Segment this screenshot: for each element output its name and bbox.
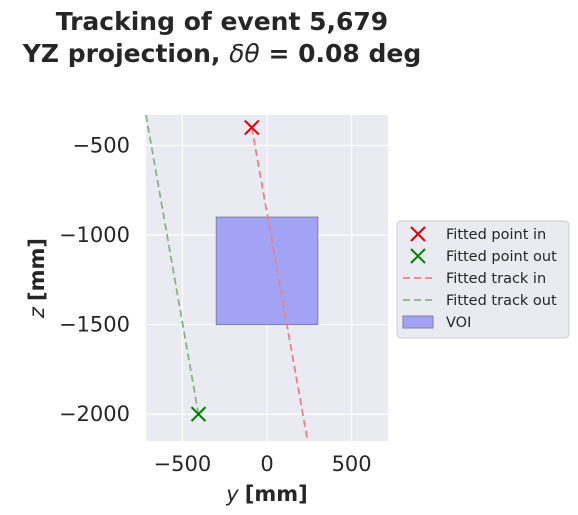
legend-label: Fitted point out <box>446 249 557 265</box>
fitted-track-in-line <box>250 127 309 442</box>
fitted-point-out-marker <box>190 406 207 422</box>
legend-patch <box>402 315 434 329</box>
chart-title-line2: YZ projection, δθ = 0.08 deg <box>22 39 421 68</box>
fitted-point-in-marker <box>244 119 260 136</box>
tick-labels: −500 0 500 −500 −1000 −1500 −2000 <box>59 133 372 476</box>
title-symbol: δθ <box>229 39 260 68</box>
legend-label: Fitted track in <box>446 271 546 287</box>
x-axis-unit: [mm] <box>245 482 308 506</box>
y-axis-var: z <box>25 306 49 319</box>
y-tick-label: −1500 <box>59 313 130 337</box>
fitted-track-out-line <box>145 114 200 415</box>
chart-title-line1: Tracking of event 5,679 <box>56 7 388 36</box>
y-tick-label: −2000 <box>59 402 130 426</box>
legend-label: VOI <box>446 315 471 331</box>
legend-label: Fitted point in <box>446 227 546 243</box>
x-axis-label: y [mm] <box>225 482 307 506</box>
legend-item: Fitted point in <box>410 226 546 243</box>
x-axis-var: y <box>225 482 239 506</box>
y-tick-label: −500 <box>72 133 130 157</box>
x-tick-label: 500 <box>332 452 372 476</box>
data-layer <box>145 114 319 442</box>
legend-label: Fitted track out <box>446 293 557 309</box>
title-prefix: YZ projection, <box>22 39 229 68</box>
voi-rect <box>215 216 319 326</box>
y-tick-label: −1000 <box>59 223 130 247</box>
x-tick-label: −500 <box>154 452 212 476</box>
legend-box <box>396 220 570 339</box>
legend-item: VOI <box>402 315 471 331</box>
legend-item: Fitted track in <box>403 271 546 287</box>
x-tick-label: 0 <box>260 452 273 476</box>
legend: Fitted point in Fitted point out Fitted tr… <box>396 220 570 339</box>
y-axis-unit: [mm] <box>25 238 49 301</box>
title-suffix: = 0.08 deg <box>260 39 422 68</box>
y-axis-label: z [mm] <box>25 238 49 319</box>
legend-item: Fitted track out <box>403 293 557 309</box>
legend-item: Fitted point out <box>410 248 557 265</box>
